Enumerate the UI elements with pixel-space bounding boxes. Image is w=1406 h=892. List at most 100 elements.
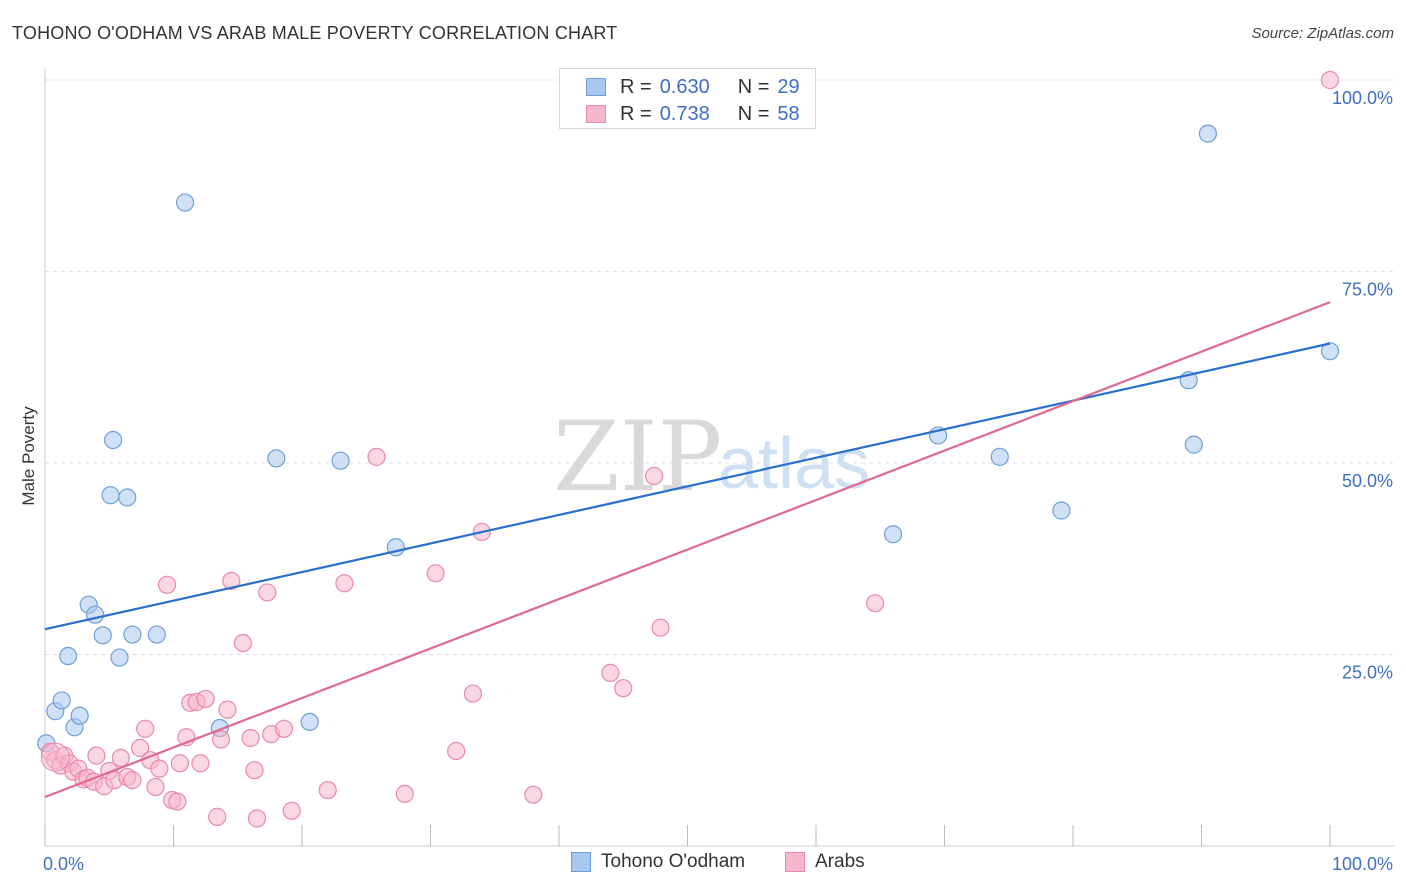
point-tohono [1184, 435, 1203, 454]
point-arabs [136, 719, 155, 738]
point-arabs [191, 754, 210, 773]
point-arabs [463, 684, 483, 703]
point-tohono [1320, 342, 1340, 361]
chart-title: TOHONO O'ODHAM VS ARAB MALE POVERTY CORR… [12, 23, 618, 43]
point-arabs [395, 784, 414, 804]
point-arabs [258, 583, 277, 602]
point-tohono [267, 449, 286, 468]
legend-n-value: 58 [777, 102, 800, 125]
point-arabs [150, 759, 169, 778]
bottom-legend-swatch-arabs [785, 852, 805, 872]
bottom-legend-swatch-tohono [571, 852, 591, 872]
legend-swatch-tohono [586, 78, 606, 96]
legend-n-label: N = [737, 75, 770, 98]
point-tohono [147, 625, 166, 644]
point-arabs [208, 807, 227, 826]
legend-n-label: N = [737, 102, 770, 125]
point-arabs [447, 741, 466, 761]
legend-swatch-arabs [586, 105, 606, 123]
y-tick-label: 75.0% [1342, 280, 1393, 300]
point-arabs [157, 575, 177, 594]
point-tohono [104, 430, 123, 450]
point-arabs [367, 447, 386, 466]
point-tohono [86, 605, 105, 624]
point-arabs-cluster [40, 742, 70, 772]
legend-row-tohono: R = 0.630 N = 29 [586, 74, 800, 100]
point-arabs [146, 777, 165, 797]
x-tick-label: 100.0% [1332, 854, 1393, 874]
y-tick-label: 100.0% [1332, 88, 1393, 108]
trend-lines [44, 301, 1331, 799]
bottom-legend-arabs: Arabs [785, 851, 865, 873]
point-tohono [1052, 501, 1071, 520]
point-arabs [644, 466, 664, 486]
legend-r-value: 0.738 [659, 102, 710, 125]
point-arabs [170, 754, 190, 773]
x-tick-labels: 0.0% 100.0% [43, 854, 1393, 874]
point-tohono [59, 646, 78, 666]
point-tohono [331, 451, 350, 470]
point-tohono [1198, 124, 1218, 143]
y-axis-label: Male Poverty [19, 406, 38, 506]
point-tohono [123, 625, 142, 644]
point-tohono [70, 706, 89, 725]
watermark-atlas: atlas [718, 424, 870, 504]
point-arabs [614, 679, 633, 698]
y-tick-label: 25.0% [1342, 663, 1393, 683]
x-tick-label: 0.0% [43, 854, 84, 874]
point-arabs [233, 633, 252, 653]
point-arabs [218, 700, 237, 719]
point-arabs [87, 746, 106, 765]
point-tohono [93, 626, 112, 645]
point-arabs [196, 689, 215, 709]
watermark-zip: ZIP [553, 401, 722, 513]
legend-r-label: R = [620, 102, 652, 125]
point-arabs [426, 564, 445, 583]
series-arabs-points [40, 70, 1340, 828]
bottom-legend-label-arabs: Arabs [815, 851, 865, 872]
point-tohono [175, 193, 195, 212]
point-arabs [247, 809, 267, 828]
point-arabs [168, 792, 187, 811]
grid [45, 79, 1395, 655]
trend-line-arabs [44, 301, 1331, 799]
point-arabs [222, 571, 241, 591]
bottom-legend-label-tohono: Tohono O'odham [601, 851, 746, 872]
point-tohono [101, 486, 120, 505]
bottom-legend: Tohono O'odham Arabs [0, 851, 1406, 877]
point-arabs [601, 663, 620, 682]
legend-r-value: 0.630 [659, 75, 710, 98]
point-arabs [282, 801, 301, 820]
point-arabs [318, 780, 337, 800]
bottom-legend-tohono: Tohono O'odham [571, 851, 745, 873]
point-arabs [211, 730, 231, 749]
axes [44, 68, 1395, 847]
source-label: Source: ZipAtlas.com [1251, 25, 1394, 42]
point-arabs [123, 771, 142, 790]
point-tohono [300, 712, 319, 732]
point-arabs [335, 574, 354, 593]
point-arabs [241, 728, 260, 748]
point-arabs [651, 618, 670, 637]
y-tick-label: 50.0% [1342, 471, 1393, 491]
point-arabs [866, 594, 885, 613]
legend-r-label: R = [620, 75, 652, 98]
point-arabs [274, 719, 294, 738]
legend-row-arabs: R = 0.738 N = 58 [586, 101, 800, 127]
point-arabs [111, 748, 130, 768]
point-arabs [130, 738, 150, 758]
point-arabs [524, 785, 543, 804]
point-arabs [1320, 70, 1340, 90]
trend-line-tohono [44, 342, 1331, 631]
watermark: ZIP atlas [553, 401, 870, 513]
point-tohono [883, 525, 903, 544]
point-tohono [52, 691, 71, 710]
point-tohono [118, 488, 137, 507]
point-arabs [245, 761, 264, 780]
point-tohono [110, 648, 129, 667]
legend-n-value: 29 [777, 75, 800, 98]
point-tohono [990, 447, 1009, 466]
legend: R = 0.630 N = 29 R = 0.738 N = 58 [559, 68, 816, 129]
y-tick-labels: 25.0% 50.0% 75.0% 100.0% [1332, 88, 1393, 683]
